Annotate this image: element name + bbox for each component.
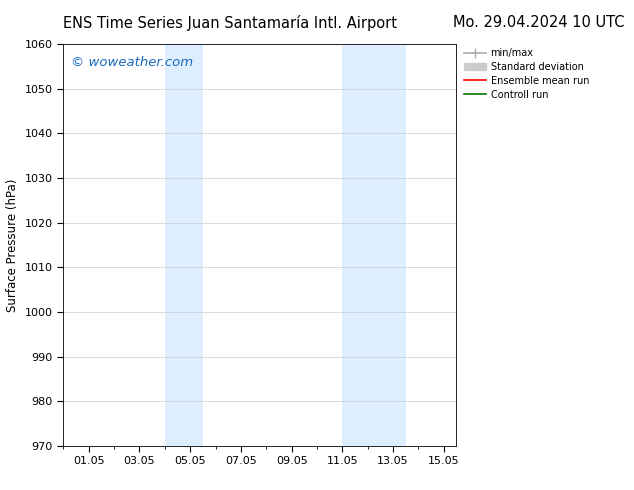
Text: Mo. 29.04.2024 10 UTC: Mo. 29.04.2024 10 UTC (453, 15, 624, 30)
Legend: min/max, Standard deviation, Ensemble mean run, Controll run: min/max, Standard deviation, Ensemble me… (460, 44, 593, 103)
Y-axis label: Surface Pressure (hPa): Surface Pressure (hPa) (6, 178, 19, 312)
Bar (342, 44, 406, 446)
Text: © woweather.com: © woweather.com (71, 56, 193, 69)
Bar (165, 44, 203, 446)
Text: ENS Time Series Juan Santamaría Intl. Airport: ENS Time Series Juan Santamaría Intl. Ai… (63, 15, 398, 31)
